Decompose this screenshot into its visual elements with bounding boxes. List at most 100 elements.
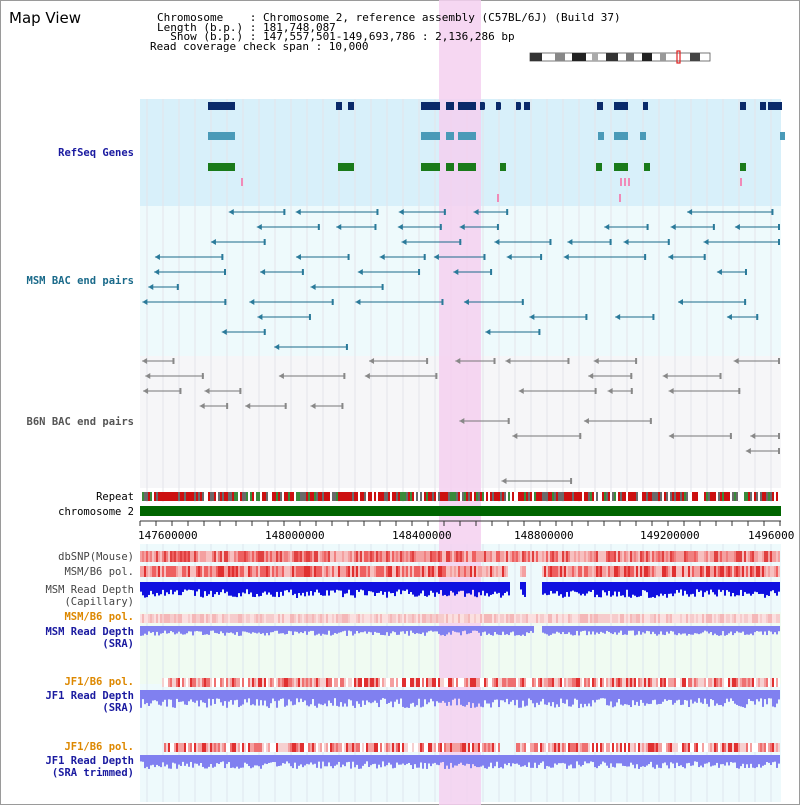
heat-cell [484,678,486,687]
heat-cell [280,566,282,577]
depth-bar [518,755,520,765]
heat-cell [284,614,286,623]
heat-cell [312,678,314,687]
bac-end [210,239,216,245]
depth-bar [692,626,694,635]
heat-cell [232,566,234,577]
heat-cell [772,566,774,577]
heat-cell [586,551,588,562]
depth-bar [348,755,350,762]
gene-arrow [421,163,426,171]
depth-bar [520,690,522,708]
repeat-segment [706,492,708,501]
heat-cell [204,566,206,577]
depth-bar [178,626,180,632]
repeat-segment [368,492,370,501]
depth-bar [556,582,558,592]
bac-end [505,358,511,364]
repeat-segment [460,492,462,501]
repeat-segment [288,492,290,501]
depth-bar [624,755,626,767]
repeat-segment [158,492,160,501]
depth-bar [724,755,726,766]
msm-bac-end-pairs-label[interactable]: MSM BAC end pairs [26,275,134,287]
bac-end [172,358,175,364]
heat-cell [408,614,410,623]
depth-bar [198,690,200,707]
repeat-segment [150,492,152,501]
depth-bar [498,755,500,769]
bac-end [585,314,588,320]
heat-cell [414,551,416,562]
depth-bar [426,626,428,633]
heat-cell [362,743,364,752]
heat-cell [620,551,622,562]
repeat-segment [564,492,566,501]
jf1-b6-pol-label-2: JF1/B6 pol. [64,741,134,753]
depth-bar [770,626,772,632]
repeat-segment [382,492,384,501]
repeat-segment [316,492,318,501]
heat-cell [530,551,532,562]
heat-cell [670,566,672,577]
repeat-segment [590,492,592,501]
depth-bar [768,626,770,631]
msm-bac-pair-glyphs[interactable] [142,209,780,350]
heat-cell [490,614,492,623]
heat-cell [666,551,668,562]
depth-bar [370,582,372,592]
refseq-genes-label[interactable]: RefSeq Genes [58,147,134,159]
refseq-gene-glyphs[interactable] [208,102,785,202]
bac-end [221,254,224,260]
heat-cell [240,678,242,687]
bac-end [507,418,510,424]
depth-bar [198,755,200,766]
heat-cell [364,614,366,623]
depth-bar [756,626,758,632]
depth-bar [698,582,700,592]
heat-cell [230,614,232,623]
depth-bar [490,582,492,595]
depth-bar [710,755,712,767]
depth-bar [674,626,676,635]
heat-cell [360,743,362,752]
heat-cell [414,614,416,623]
bac-end [295,254,301,260]
depth-bar [188,582,190,590]
heat-cell [214,551,216,562]
heat-cell [500,566,502,577]
chromosome-ideogram[interactable] [529,50,711,64]
repeat-segment [390,492,392,501]
b6n-bac-end-pairs-label[interactable]: B6N BAC end pairs [26,416,134,428]
depth-bar [632,582,634,595]
depth-bar [260,626,262,634]
heat-cell [738,551,740,562]
depth-bar [418,690,420,699]
heat-cell [312,551,314,562]
heat-cell [428,551,430,562]
heat-cell [530,614,532,623]
heat-cell [562,566,564,577]
heat-cell [170,743,172,752]
heat-cell [590,678,592,687]
depth-bar [386,690,388,704]
heat-cell [240,551,242,562]
depth-bar [238,690,240,708]
depth-bar [480,626,482,636]
depth-bar [278,582,280,598]
heat-cell [446,551,448,562]
heat-cell [228,743,230,752]
depth-bar [182,755,184,762]
depth-bar [268,755,270,763]
heat-cell [540,614,542,623]
heat-cell [204,614,206,623]
depth-bar [752,626,754,636]
depth-bar [492,582,494,595]
jf1-read-depth-label-2: JF1 Read Depth [45,755,134,767]
b6n-bac-pair-glyphs[interactable] [142,358,780,484]
heat-cell [538,743,540,752]
heat-cell [574,614,576,623]
depth-bar [508,690,510,705]
heat-cell [508,551,510,562]
